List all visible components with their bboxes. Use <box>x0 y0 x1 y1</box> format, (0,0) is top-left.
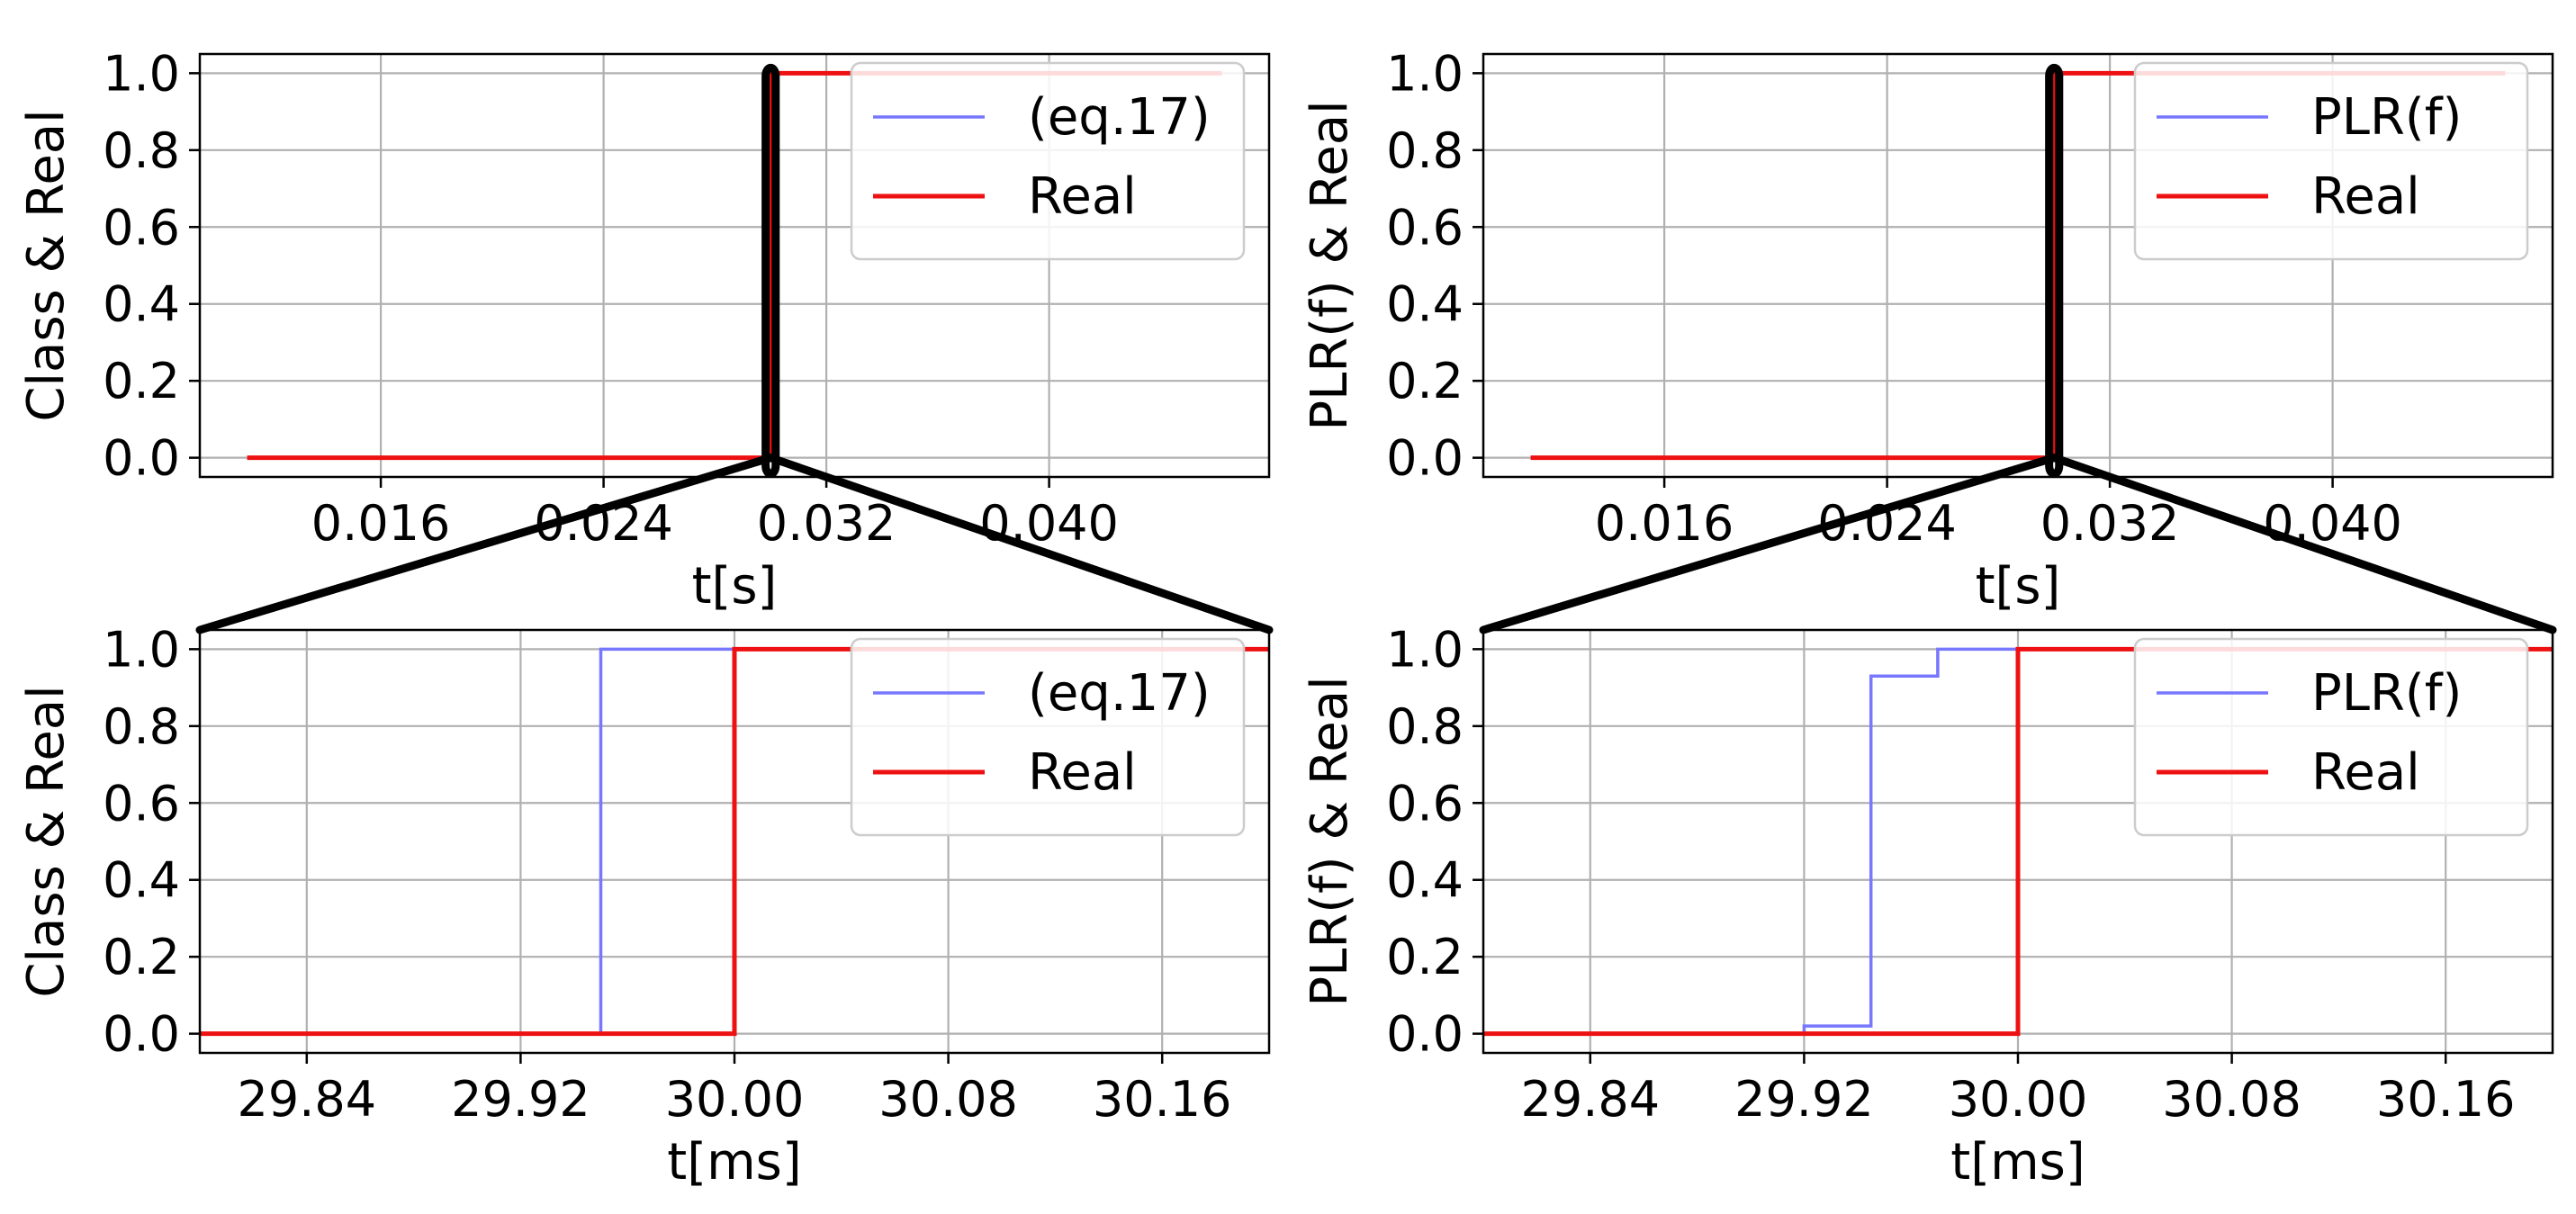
y-tick-label: 0.6 <box>103 199 180 256</box>
y-axis-label: Class & Real <box>17 109 76 421</box>
y-tick-label: 0.8 <box>1386 122 1464 179</box>
legend-label: (eq.17) <box>1028 664 1211 723</box>
chart-panel-top-left: 0.016 0.024 0.032 0.0400.00.20.40.60.81.0t[… <box>17 45 1271 616</box>
x-tick-label: 29.92 <box>451 1071 590 1128</box>
x-axis-label: t[s] <box>692 557 778 616</box>
x-tick-label: 0.040 <box>2263 495 2402 552</box>
y-axis-label: Class & Real <box>17 685 76 997</box>
x-tick-label: 0.016 <box>311 495 451 552</box>
y-tick-label: 1.0 <box>103 621 180 678</box>
y-axis-label: PLR(f) & Real <box>1301 100 1359 430</box>
y-tick-label: 0.0 <box>1386 1006 1464 1063</box>
x-tick-label: 0.032 <box>2040 495 2180 552</box>
legend-box <box>850 637 1246 837</box>
zoom-box <box>761 63 780 479</box>
y-tick-label: 0.4 <box>103 276 180 333</box>
axes-frame <box>198 52 1271 479</box>
y-tick-label: 0.2 <box>103 353 180 409</box>
legend-label: Real <box>2311 743 2420 802</box>
y-tick-label: 1.0 <box>1386 621 1464 678</box>
zoom-connector-right <box>766 454 1274 634</box>
x-axis-label: t[ms] <box>667 1133 801 1192</box>
axes-frame <box>1482 52 2554 479</box>
y-tick-label: 0.4 <box>1386 852 1464 909</box>
legend: PLR(f) Real <box>2133 61 2529 261</box>
legend-label: Real <box>1028 743 1137 802</box>
x-axis-label: t[s] <box>1976 557 2061 616</box>
x-tick-label: 30.08 <box>2162 1071 2301 1128</box>
y-tick-label: 0.0 <box>103 430 180 487</box>
legend: (eq.17) Real <box>850 637 1246 837</box>
y-tick-label: 0.0 <box>1386 430 1464 487</box>
legend: PLR(f) Real <box>2133 637 2529 837</box>
x-tick-label: 30.08 <box>878 1071 1018 1128</box>
legend-label: PLR(f) <box>2311 664 2462 723</box>
x-tick-label: 0.040 <box>979 495 1119 552</box>
y-tick-label: 0.4 <box>1386 276 1464 333</box>
y-tick-label: 0.2 <box>1386 929 1464 985</box>
y-tick-label: 0.6 <box>1386 199 1464 256</box>
y-tick-label: 0.2 <box>1386 353 1464 409</box>
x-tick-label: 0.032 <box>757 495 896 552</box>
zoom-connector-right <box>2049 454 2557 634</box>
x-axis-label: t[ms] <box>1950 1133 2085 1192</box>
legend-box <box>2133 637 2529 837</box>
y-tick-label: 1.0 <box>103 45 180 102</box>
legend-label: PLR(f) <box>2311 88 2462 147</box>
y-tick-label: 0.8 <box>1386 698 1464 755</box>
legend-box <box>850 61 1246 261</box>
y-tick-label: 0.2 <box>103 929 180 985</box>
chart-panel-top-right: 0.016 0.024 0.032 0.0400.00.20.40.60.81.0t[… <box>1301 45 2554 616</box>
x-tick-label: 30.16 <box>2376 1071 2516 1128</box>
y-tick-label: 1.0 <box>1386 45 1464 102</box>
x-tick-label: 30.16 <box>1093 1071 1232 1128</box>
legend-label: (eq.17) <box>1028 88 1211 147</box>
y-tick-label: 0.4 <box>103 852 180 909</box>
y-tick-label: 0.0 <box>103 1006 180 1063</box>
zoom-indicator <box>195 63 1274 634</box>
zoom-box <box>2045 63 2064 479</box>
chart-panel-bottom-right: 29.84 29.92 30.00 30.08 30.16 0.0 0.2 0.4 0.6 0.8… <box>1301 621 2554 1192</box>
legend-label: Real <box>2311 167 2420 226</box>
x-tick-label: 29.84 <box>238 1071 377 1128</box>
zoom-connector-left <box>1479 454 2058 634</box>
y-tick-label: 0.6 <box>103 775 180 832</box>
zoom-connector-left <box>195 454 775 634</box>
chart-panel-bottom-left: 29.84 29.92 30.00 30.08 30.16 0.0 0.2 0.4 0.6 0.8… <box>17 621 1271 1192</box>
legend: (eq.17) Real <box>850 61 1246 261</box>
x-tick-label: 29.84 <box>1521 1071 1661 1128</box>
legend-box <box>2133 61 2529 261</box>
x-tick-label: 30.00 <box>1949 1071 2088 1128</box>
zoom-indicator <box>1479 63 2557 634</box>
y-axis-label: PLR(f) & Real <box>1301 676 1359 1006</box>
legend-label: Real <box>1028 167 1137 226</box>
y-tick-label: 0.8 <box>103 698 180 755</box>
x-tick-label: 30.00 <box>665 1071 805 1128</box>
y-tick-label: 0.8 <box>103 122 180 179</box>
y-tick-label: 0.6 <box>1386 775 1464 832</box>
x-tick-label: 0.016 <box>1595 495 1734 552</box>
x-tick-label: 29.92 <box>1734 1071 1874 1128</box>
